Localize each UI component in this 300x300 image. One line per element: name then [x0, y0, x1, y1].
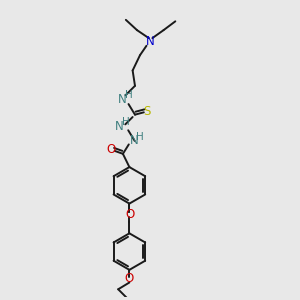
Text: H: H	[124, 90, 132, 100]
Text: O: O	[125, 208, 134, 221]
Text: H: H	[136, 132, 144, 142]
Text: H: H	[122, 117, 129, 127]
Text: N: N	[118, 93, 127, 106]
Text: O: O	[124, 272, 134, 285]
Text: N: N	[115, 120, 124, 133]
Text: N: N	[130, 134, 139, 147]
Text: N: N	[146, 35, 154, 48]
Text: O: O	[106, 143, 116, 156]
Text: S: S	[144, 105, 151, 118]
